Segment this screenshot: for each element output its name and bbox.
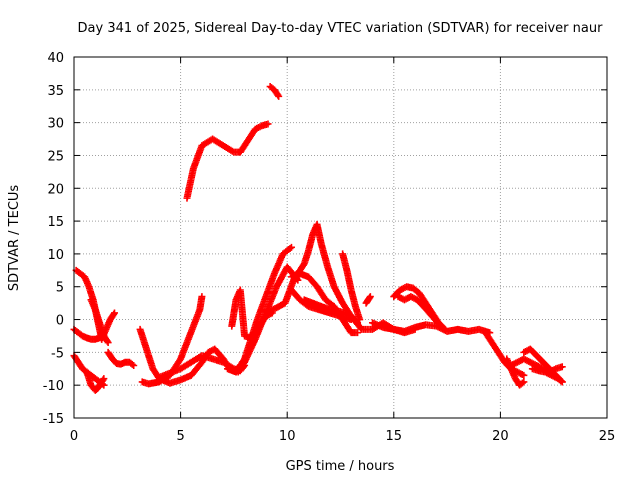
x-tick-label: 10 — [279, 429, 296, 444]
axes-layer — [73, 56, 608, 419]
data-point — [356, 316, 364, 324]
data-point — [286, 244, 294, 252]
x-tick-label: 25 — [599, 429, 616, 444]
y-tick-label: 25 — [47, 149, 64, 164]
data-point — [437, 322, 445, 330]
series-arc-20 — [339, 250, 364, 324]
x-tick-label: 0 — [70, 429, 78, 444]
data-point — [441, 325, 449, 333]
x-tick-label: 5 — [176, 429, 184, 444]
data-point — [518, 379, 526, 387]
data-point — [111, 309, 119, 317]
x-tick-label: 20 — [492, 429, 509, 444]
data-point — [520, 371, 528, 379]
y-tick-label: 20 — [47, 182, 64, 197]
data-point — [128, 360, 136, 368]
x-axis-label: GPS time / hours — [286, 459, 395, 474]
data-point — [558, 378, 566, 386]
series-arc-4 — [83, 368, 108, 394]
y-axis-label: SDTVAR / TECUs — [7, 185, 22, 292]
data-point — [520, 378, 528, 386]
data-point — [100, 375, 108, 383]
data-point — [558, 363, 566, 371]
data-point — [354, 329, 362, 337]
y-tick-label: 35 — [47, 84, 64, 99]
data-point — [110, 310, 118, 318]
y-tick-label: 10 — [47, 248, 64, 263]
data-point — [99, 376, 107, 384]
y-tick-label: 5 — [56, 281, 64, 296]
series-arc-11 — [183, 120, 272, 202]
series-arc-29 — [528, 365, 566, 386]
data-point — [264, 120, 272, 128]
x-tick-label: 15 — [386, 429, 403, 444]
series-arc-15 — [234, 263, 302, 376]
grid-layer — [74, 57, 607, 418]
data-point — [130, 361, 138, 369]
y-tick-label: 40 — [47, 51, 64, 66]
y-tick-label: -10 — [43, 379, 64, 394]
y-tick-label: 30 — [47, 117, 64, 132]
data-point — [103, 337, 111, 345]
data-point — [436, 321, 444, 329]
data-point — [198, 293, 206, 301]
tick-labels-layer: 0 5 10 15 20 25 -15 -10 -5 0 5 10 15 20 25 30 35 40 — [43, 51, 616, 444]
series-arc-12 — [266, 83, 283, 100]
data-point — [366, 293, 374, 301]
y-tick-label: 15 — [47, 215, 64, 230]
series-arc-21 — [362, 293, 374, 307]
plot-frame — [73, 56, 608, 419]
data-point — [557, 377, 565, 385]
y-tick-label: -15 — [43, 412, 64, 427]
y-tick-label: 0 — [56, 314, 64, 329]
series-arc-24 — [394, 293, 445, 330]
series-arc-7 — [104, 348, 138, 369]
y-tick-label: -5 — [51, 346, 64, 361]
data-points-layer — [70, 83, 566, 394]
data-point — [274, 91, 282, 99]
data-point — [275, 92, 283, 100]
data-point — [287, 243, 295, 251]
series-arc-6 — [98, 309, 119, 343]
data-point — [104, 339, 112, 347]
chart-title: Day 341 of 2025, Sidereal Day-to-day VTE… — [78, 21, 604, 36]
